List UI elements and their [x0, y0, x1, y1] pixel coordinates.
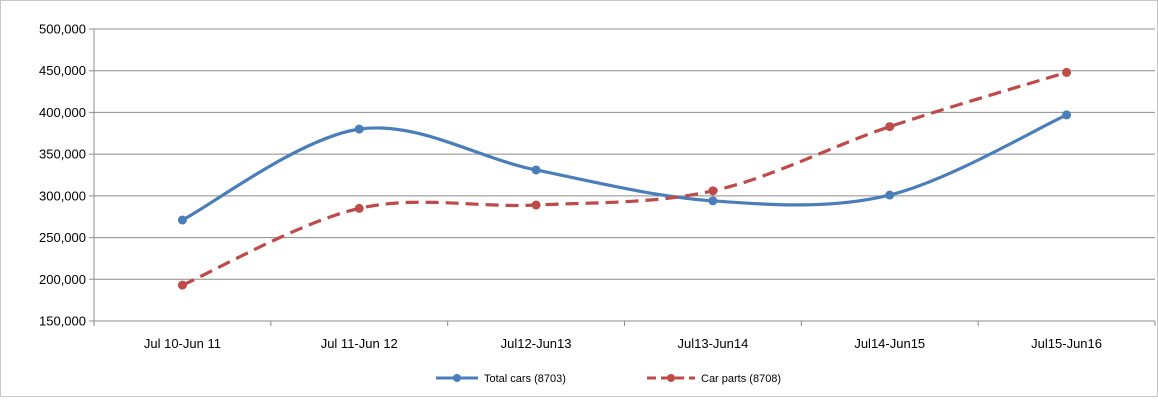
- x-tick-label: Jul15-Jun16: [1031, 336, 1102, 351]
- data-point-car-parts-8708: [177, 280, 187, 290]
- y-tick-label: 250,000: [39, 230, 86, 245]
- data-point-total-cars-8703: [1062, 110, 1072, 120]
- data-point-car-parts-8708: [354, 203, 364, 213]
- gridlines: [89, 28, 1155, 322]
- y-axis-ticks: 150,000 200,000 250,000 300,000 350,000 400,0…: [39, 22, 86, 329]
- data-point-total-cars-8703: [531, 165, 541, 175]
- data-point-total-cars-8703: [177, 215, 187, 225]
- x-axis-ticks: Jul 10-Jun 11 Jul 11-Jun 12 Jul12-Jun13 Jul…: [93, 321, 1156, 351]
- legend-marker-car-parts-8708: [667, 374, 675, 382]
- x-tick-label: Jul12-Jun13: [501, 336, 572, 351]
- data-point-total-cars-8703: [885, 190, 895, 200]
- data-point-car-parts-8708: [531, 200, 541, 210]
- y-tick-label: 300,000: [39, 188, 86, 203]
- y-tick-label: 200,000: [39, 272, 86, 287]
- y-tick-label: 450,000: [39, 63, 86, 78]
- legend-label-total-cars-8703: Total cars (8703): [484, 373, 566, 385]
- series-lines: [177, 67, 1072, 290]
- y-tick-label: 500,000: [39, 22, 86, 37]
- x-tick-label: Jul 10-Jun 11: [144, 336, 221, 351]
- data-point-car-parts-8708: [1062, 67, 1072, 77]
- data-point-total-cars-8703: [354, 124, 364, 134]
- x-tick-label: Jul13-Jun14: [678, 336, 749, 351]
- legend-marker-total-cars-8703: [453, 374, 461, 382]
- x-tick-label: Jul14-Jun15: [854, 336, 925, 351]
- x-tick-label: Jul 11-Jun 12: [321, 336, 398, 351]
- series-line-total-cars-8703: [181, 113, 1068, 222]
- data-point-car-parts-8708: [885, 122, 895, 132]
- series-line-car-parts-8708: [181, 70, 1068, 287]
- legend-label-car-parts-8708: Car parts (8708): [701, 373, 781, 385]
- y-tick-label: 350,000: [39, 147, 86, 162]
- data-point-car-parts-8708: [708, 186, 718, 196]
- y-tick-label: 150,000: [39, 314, 86, 329]
- y-tick-label: 400,000: [39, 105, 86, 120]
- data-point-total-cars-8703: [708, 196, 718, 206]
- legend: Total cars (8703) Car parts (8708): [436, 373, 781, 385]
